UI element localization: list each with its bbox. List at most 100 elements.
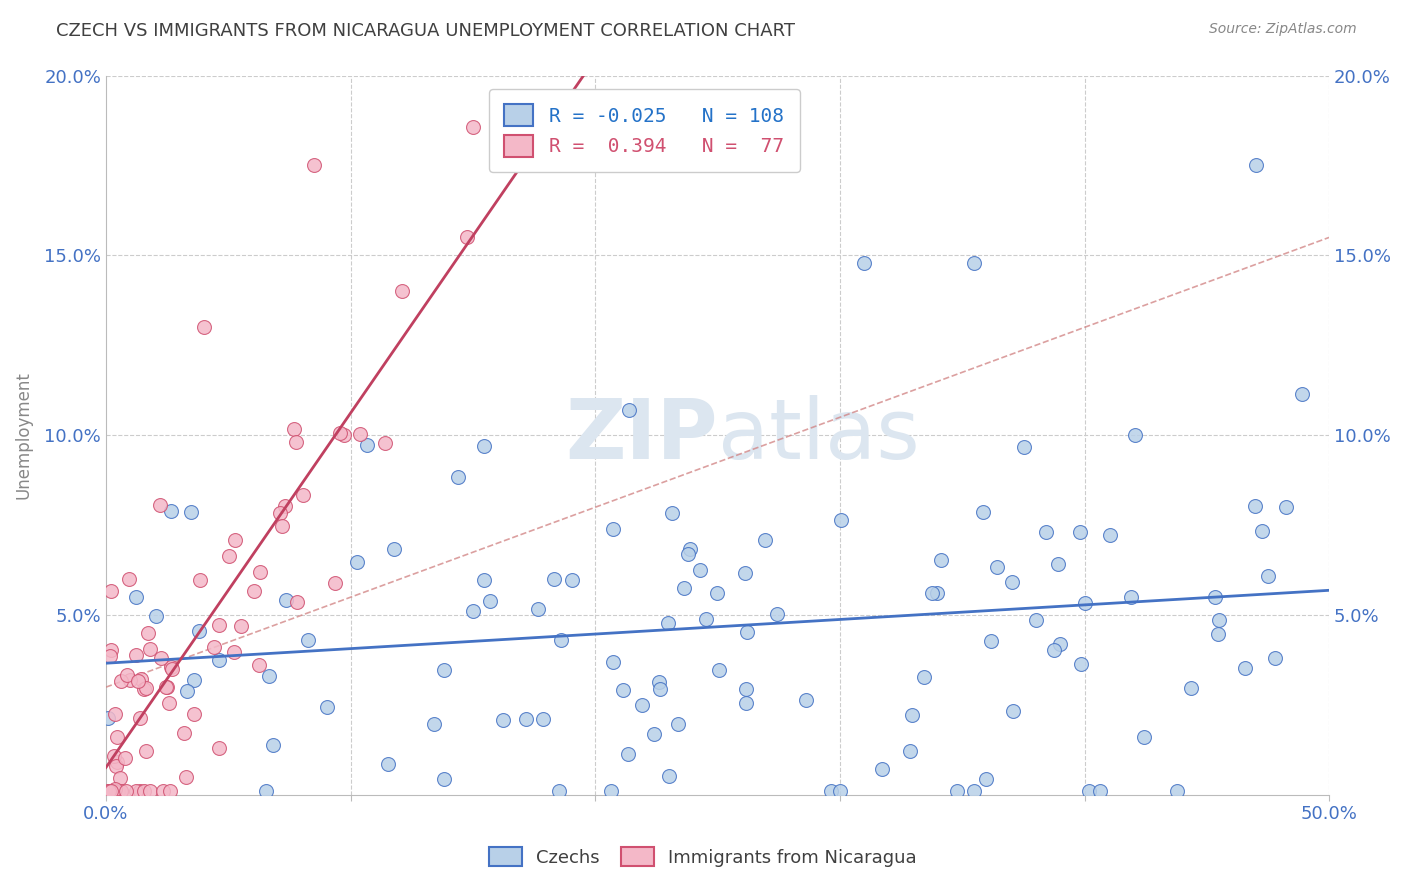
Point (912, 670, 935, 684)
Point (274, 593, 297, 607)
Point (98, 784, 121, 798)
Point (1132, 730, 1154, 744)
Point (105, 730, 128, 744)
Point (152, 784, 174, 798)
Point (285, 595, 308, 609)
Point (349, 427, 371, 442)
Point (115, 667, 138, 681)
Point (262, 739, 284, 753)
Point (1035, 524, 1057, 539)
Point (1233, 661, 1256, 675)
Point (180, 506, 202, 520)
Point (356, 438, 378, 452)
Point (104, 781, 127, 796)
Point (135, 744, 157, 758)
Point (1078, 784, 1101, 798)
Point (550, 633, 572, 648)
Point (925, 585, 948, 599)
Point (1001, 574, 1024, 589)
Point (707, 663, 730, 677)
Text: atlas: atlas (717, 395, 920, 475)
Point (658, 769, 681, 783)
Text: ZIP: ZIP (565, 395, 717, 475)
Point (830, 513, 852, 527)
Point (754, 533, 776, 547)
Point (382, 541, 405, 556)
Point (461, 120, 484, 134)
Point (820, 784, 842, 798)
Text: CZECH VS IMMIGRANTS FROM NICARAGUA UNEMPLOYMENT CORRELATION CHART: CZECH VS IMMIGRANTS FROM NICARAGUA UNEMP… (56, 22, 796, 40)
Point (661, 506, 683, 520)
Point (921, 586, 943, 600)
Point (1012, 440, 1035, 454)
Point (672, 582, 695, 596)
Point (1257, 569, 1279, 583)
Point (107, 784, 129, 798)
Point (433, 772, 456, 786)
Point (1251, 524, 1274, 539)
Point (134, 681, 156, 696)
Point (115, 784, 138, 798)
Point (963, 255, 986, 269)
Point (315, 700, 337, 714)
Point (1046, 557, 1069, 571)
Point (980, 634, 1002, 648)
Point (543, 572, 565, 586)
Point (377, 756, 399, 771)
Point (162, 662, 184, 676)
Point (963, 784, 986, 798)
Point (689, 563, 711, 577)
Point (291, 488, 314, 502)
Legend: Czechs, Immigrants from Nicaragua: Czechs, Immigrants from Nicaragua (482, 840, 924, 874)
Point (828, 784, 851, 798)
Point (648, 681, 671, 696)
Point (1264, 651, 1286, 665)
Point (900, 708, 922, 723)
Point (526, 602, 548, 616)
Point (853, 255, 876, 269)
Point (103, 784, 125, 798)
Point (515, 713, 537, 727)
Point (1243, 499, 1265, 513)
Point (118, 673, 141, 687)
Point (737, 624, 759, 639)
Point (796, 693, 818, 707)
Point (114, 751, 136, 765)
Point (734, 681, 756, 696)
Point (676, 547, 699, 561)
Point (1123, 428, 1146, 442)
Point (929, 552, 952, 566)
Y-axis label: Unemployment: Unemployment (15, 371, 32, 500)
Point (254, 784, 277, 798)
Point (202, 640, 225, 655)
Point (329, 426, 352, 441)
Point (479, 594, 502, 608)
Point (1049, 637, 1071, 651)
Legend: R = -0.025   N = 108, R =  0.394   N =  77: R = -0.025 N = 108, R = 0.394 N = 77 (489, 89, 800, 172)
Point (156, 680, 179, 694)
Point (735, 696, 758, 710)
Point (104, 707, 127, 722)
Point (128, 674, 150, 689)
Point (155, 681, 177, 695)
Point (222, 645, 245, 659)
Point (103, 748, 125, 763)
Point (160, 504, 183, 518)
Point (98, 784, 121, 798)
Point (173, 726, 195, 740)
Point (98, 648, 121, 663)
Point (138, 784, 160, 798)
Point (285, 434, 308, 449)
Point (946, 784, 969, 798)
Point (129, 784, 152, 798)
Point (188, 573, 211, 587)
Point (602, 523, 624, 537)
Point (374, 435, 396, 450)
Point (129, 711, 152, 725)
Point (129, 672, 152, 686)
Point (118, 572, 141, 586)
Point (612, 682, 634, 697)
Point (100, 583, 122, 598)
Point (456, 229, 478, 244)
Point (97, 784, 120, 798)
